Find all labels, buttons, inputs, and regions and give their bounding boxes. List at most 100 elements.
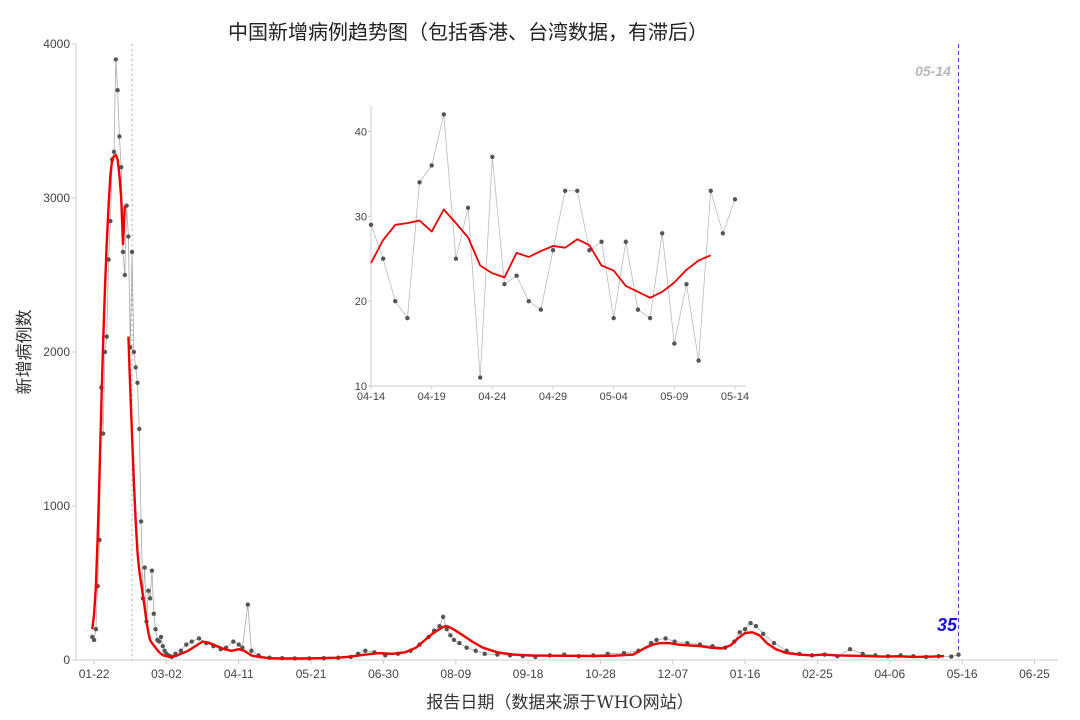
- inset-x-tick-label: 04-14: [357, 391, 385, 403]
- daily-point: [111, 149, 117, 154]
- inset-daily-point: [465, 205, 471, 211]
- daily-point: [137, 426, 142, 432]
- daily-point: [748, 620, 753, 626]
- inset-daily-point: [732, 197, 738, 202]
- daily-point: [135, 380, 140, 385]
- x-tick-label: 09-18: [513, 667, 544, 681]
- daily-point: [158, 634, 164, 640]
- inset-daily-point: [720, 231, 726, 236]
- inset-daily-point: [393, 298, 398, 304]
- daily-point: [106, 257, 111, 262]
- daily-point: [126, 234, 131, 239]
- daily-point: [142, 565, 147, 570]
- daily-point: [956, 652, 961, 657]
- daily-point: [113, 57, 118, 62]
- daily-point: [737, 630, 742, 635]
- daily-point: [91, 637, 97, 643]
- moving-average-line: [127, 336, 945, 660]
- daily-point: [115, 88, 120, 93]
- inset-daily-point: [490, 154, 495, 160]
- inset-daily-point: [417, 180, 422, 185]
- x-tick-label: 04-11: [224, 667, 254, 681]
- inset-daily-point: [575, 188, 580, 194]
- daily-point: [138, 519, 144, 524]
- x-axis-title: 报告日期（数据来源于WHO网站）: [426, 693, 693, 713]
- inset-daily-point: [502, 281, 507, 287]
- daily-point: [131, 349, 137, 355]
- daily-point: [120, 249, 126, 255]
- inset-daily-point: [453, 256, 459, 261]
- daily-point: [189, 639, 194, 644]
- daily-point: [949, 654, 954, 659]
- daily-point: [440, 614, 446, 620]
- inset-daily-point: [635, 307, 641, 312]
- x-tick-label: 04-06: [874, 667, 905, 681]
- daily-point: [122, 272, 128, 278]
- inset-daily-point: [538, 307, 544, 312]
- inset-daily-point: [562, 188, 568, 194]
- daily-point: [147, 596, 153, 601]
- daily-point: [473, 648, 478, 653]
- inset-x-tick-label: 04-19: [418, 391, 446, 403]
- inset-daily-point: [672, 341, 677, 346]
- y-tick-label: 3000: [43, 191, 70, 205]
- x-tick-label: 01-16: [730, 667, 761, 681]
- inset-daily-point: [478, 375, 483, 380]
- daily-point: [482, 651, 487, 657]
- daily-line: [91, 59, 959, 659]
- daily-point: [93, 627, 99, 632]
- daily-series: [90, 57, 961, 661]
- inset-daily-point: [587, 248, 592, 253]
- inset-y-tick-label: 10: [355, 381, 367, 393]
- inset-x-tick-label: 04-29: [539, 391, 567, 403]
- x-tick-label: 12-07: [657, 667, 688, 681]
- inset-x-tick-labels: 04-14 04-19 04-24 04-29 05-04 05-09 05-14: [357, 386, 749, 403]
- daily-point: [761, 631, 766, 637]
- chart-title: 中国新增病例趋势图（包括香港、台湾数据，有滞后）: [228, 20, 708, 44]
- daily-point: [245, 602, 251, 607]
- y-tick-label: 1000: [43, 499, 70, 513]
- y-tick-label: 0: [63, 653, 70, 667]
- daily-point: [119, 165, 124, 170]
- inset-daily-point: [708, 188, 713, 194]
- inset-y-tick-label: 20: [355, 296, 367, 308]
- daily-point: [149, 568, 155, 573]
- daily-point: [178, 648, 184, 653]
- daily-point: [451, 637, 457, 643]
- inset-daily-point: [550, 248, 556, 253]
- daily-point: [236, 642, 241, 647]
- y-tick-label: 2000: [43, 345, 70, 359]
- x-tick-label: 05-21: [296, 667, 327, 681]
- inset-daily-series: [368, 112, 738, 380]
- x-tick-label: 05-16: [947, 667, 978, 681]
- inset-y-tick-labels: 10 20 30 40: [355, 126, 371, 393]
- inset-moving-average-line: [370, 208, 712, 299]
- daily-point: [448, 633, 453, 638]
- daily-point: [108, 218, 113, 224]
- daily-point: [847, 647, 853, 652]
- reference-date-label: 05-14: [915, 63, 951, 79]
- x-tick-label: 08-09: [440, 667, 471, 681]
- reference-lines: [131, 44, 960, 660]
- daily-point: [104, 334, 109, 339]
- x-tick-label: 03-02: [151, 667, 182, 681]
- inset-daily-point: [611, 315, 616, 321]
- y-tick-labels: 0 1000 2000 3000 4000: [43, 37, 76, 667]
- inset-x-tick-label: 05-14: [721, 391, 749, 403]
- x-tick-labels: 01-22 03-02 04-11 05-21 06-30 08-09 09-18 10-28…: [79, 660, 1050, 681]
- daily-point: [129, 249, 135, 255]
- daily-point: [464, 645, 469, 650]
- x-tick-label: 10-28: [585, 667, 616, 681]
- inset-daily-point: [623, 239, 628, 244]
- daily-point: [184, 642, 189, 647]
- inset-daily-point: [405, 315, 410, 321]
- daily-point: [742, 627, 748, 632]
- inset-daily-point: [647, 315, 653, 321]
- daily-point: [663, 636, 668, 641]
- y-axis-title: 新增病例数: [15, 310, 35, 395]
- inset-daily-point: [684, 281, 689, 287]
- inset-daily-point: [368, 222, 374, 227]
- inset-daily-point: [599, 239, 604, 244]
- daily-point: [196, 636, 202, 641]
